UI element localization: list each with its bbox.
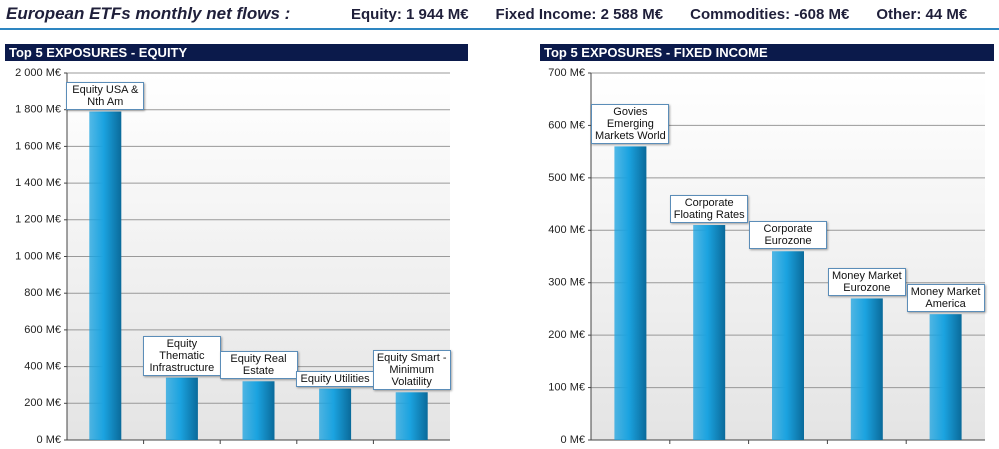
y-tick-label: 1 600 M€ bbox=[15, 140, 61, 152]
y-tick-label: 200 M€ bbox=[548, 329, 585, 341]
bar bbox=[929, 314, 962, 440]
bar bbox=[165, 377, 198, 440]
chart-panel: Top 5 EXPOSURES - FIXED INCOME 0 M€ 100 M€… bbox=[540, 44, 996, 449]
bar bbox=[89, 111, 122, 440]
y-tick-label: 600 M€ bbox=[548, 119, 585, 131]
header-item: Fixed Income: 2 588 M€ bbox=[495, 5, 664, 23]
y-tick-label: 500 M€ bbox=[548, 172, 585, 184]
category-label: Corporate Floating Rates bbox=[670, 195, 749, 224]
category-label: Govies Emerging Markets World bbox=[591, 104, 670, 145]
y-tick-label: 200 M€ bbox=[24, 397, 61, 409]
y-tick-label: 300 M€ bbox=[548, 277, 585, 289]
y-tick-label: 1 400 M€ bbox=[15, 177, 61, 189]
y-tick-label: 400 M€ bbox=[548, 224, 585, 236]
y-tick-label: 1 200 M€ bbox=[15, 214, 61, 226]
category-label: Equity Utilities bbox=[296, 370, 375, 387]
bar bbox=[395, 392, 428, 440]
header-item: Commodities: -608 M€ bbox=[690, 5, 850, 23]
category-label: Corporate Eurozone bbox=[749, 221, 827, 250]
y-tick-label: 1 800 M€ bbox=[15, 104, 61, 116]
y-tick-label: 800 M€ bbox=[24, 287, 61, 299]
bar bbox=[242, 381, 275, 440]
y-tick-label: 2 000 M€ bbox=[15, 67, 61, 79]
y-tick-label: 1 000 M€ bbox=[15, 250, 61, 262]
y-tick-label: 100 M€ bbox=[548, 381, 585, 393]
header-item: Other: 44 M€ bbox=[876, 5, 968, 23]
chart-panel: Top 5 EXPOSURES - EQUITY 0 M€ 200 M€ 400 M€… bbox=[5, 44, 470, 449]
bar bbox=[850, 298, 883, 440]
category-label: Money Market America bbox=[906, 284, 985, 313]
bar bbox=[772, 251, 804, 440]
y-tick-label: 400 M€ bbox=[24, 361, 61, 373]
y-tick-label: 600 M€ bbox=[24, 324, 61, 336]
bar bbox=[319, 388, 352, 440]
header: European ETFs monthly net flows : Equity… bbox=[0, 0, 999, 30]
header-item: Equity: 1 944 M€ bbox=[351, 5, 469, 23]
category-label: Equity USA & Nth Am bbox=[66, 81, 145, 110]
category-label: Equity Smart - Minimum Volatility bbox=[372, 350, 451, 391]
bar bbox=[614, 146, 647, 440]
chart-title: Top 5 EXPOSURES - EQUITY bbox=[5, 44, 468, 61]
y-tick-label: 0 M€ bbox=[37, 434, 61, 446]
chart-title: Top 5 EXPOSURES - FIXED INCOME bbox=[540, 44, 994, 61]
category-label: Equity Thematic Infrastructure bbox=[142, 335, 221, 376]
y-tick-label: 700 M€ bbox=[548, 67, 585, 79]
bar bbox=[693, 225, 726, 440]
y-tick-label: 0 M€ bbox=[561, 434, 585, 446]
category-label: Equity Real Estate bbox=[219, 351, 298, 380]
category-label: Money Market Eurozone bbox=[827, 268, 906, 297]
header-title: European ETFs monthly net flows : bbox=[6, 4, 291, 23]
